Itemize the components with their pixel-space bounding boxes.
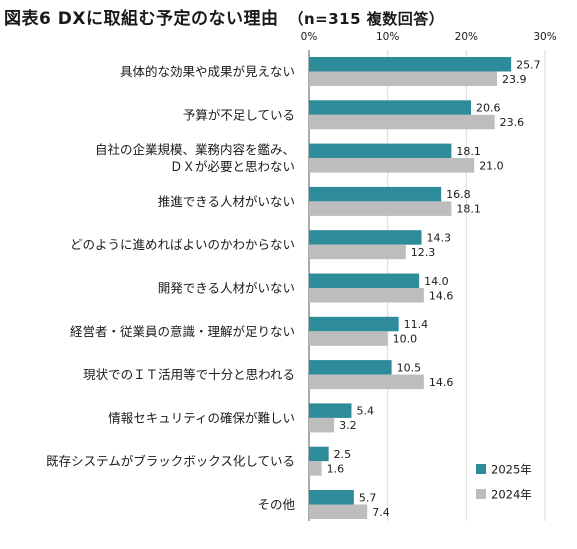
x-tick-label: 0% xyxy=(301,31,318,43)
bar-2024 xyxy=(309,374,424,390)
value-label-2024: 7.4 xyxy=(372,506,390,519)
value-label-2025: 18.1 xyxy=(456,145,481,158)
value-label-2025: 5.7 xyxy=(359,491,377,504)
value-label-2024: 12.3 xyxy=(411,246,436,259)
bar-2025 xyxy=(309,230,422,245)
bar-2025 xyxy=(309,186,442,202)
value-label-2025: 14.0 xyxy=(424,275,449,288)
legend-label: 2025年 xyxy=(491,463,532,477)
legend-swatch xyxy=(476,464,486,474)
category-label: 経営者・従業員の意識・理解が足りない xyxy=(70,324,295,339)
category-label: 具体的な効果や成果が見えない xyxy=(120,64,295,79)
category-label: 推進できる人材がいない xyxy=(158,194,295,209)
legend-label: 2024年 xyxy=(491,488,532,502)
bar-2024 xyxy=(309,417,335,433)
x-tick-label: 20% xyxy=(455,31,478,43)
x-tick-label: 10% xyxy=(376,31,399,43)
value-label-2024: 23.6 xyxy=(500,116,525,129)
bar-2024 xyxy=(309,504,368,519)
value-label-2025: 25.7 xyxy=(516,58,541,71)
value-label-2024: 10.0 xyxy=(393,333,418,346)
category-label: 開発できる人材がいない xyxy=(158,281,295,296)
bar-2025 xyxy=(309,273,420,288)
bar-2025 xyxy=(309,360,392,375)
value-label-2024: 1.6 xyxy=(327,462,345,475)
bar-2025 xyxy=(309,403,352,418)
x-tick-label: 30% xyxy=(533,31,556,43)
category-label: 既存システムがブラックボックス化している xyxy=(46,454,295,469)
bar-2024 xyxy=(309,71,498,86)
bar-2024 xyxy=(309,461,322,476)
value-label-2024: 14.6 xyxy=(429,289,454,302)
bar-2024 xyxy=(309,158,475,173)
bar-2025 xyxy=(309,446,329,462)
chart-title: 図表6 DXに取組む予定のない理由 （n=315 複数回答） xyxy=(4,4,444,29)
chart-title-text: 図表6 DXに取組む予定のない理由 xyxy=(4,9,279,29)
value-label-2025: 5.4 xyxy=(356,405,374,418)
value-label-2024: 23.9 xyxy=(502,73,526,86)
bar-2025 xyxy=(309,316,399,332)
category-label: 現状でのＩＴ活用等で十分と思われる xyxy=(83,367,295,382)
category-label: その他 xyxy=(257,497,295,512)
bar-2024 xyxy=(309,201,452,216)
category-label-line: ＤＸが必要と思わない xyxy=(170,159,295,174)
value-label-2024: 21.0 xyxy=(479,159,504,172)
category-label: 予算が不足している xyxy=(183,107,295,122)
bar-2025 xyxy=(309,490,354,505)
value-label-2025: 11.4 xyxy=(404,318,429,331)
legend-swatch xyxy=(476,489,486,499)
value-label-2025: 14.3 xyxy=(426,231,451,244)
bar-2025 xyxy=(309,57,512,72)
value-label-2025: 20.6 xyxy=(476,102,501,115)
value-label-2025: 16.8 xyxy=(446,188,471,201)
category-label-line: 自社の企業規模、業務内容を鑑み、 xyxy=(95,142,295,157)
bar-2024 xyxy=(309,331,388,346)
category-label: 情報セキュリティの確保が難しい xyxy=(108,410,295,425)
value-label-2025: 2.5 xyxy=(334,448,352,461)
bar-2024 xyxy=(309,244,406,260)
value-label-2025: 10.5 xyxy=(397,361,422,374)
category-label: どのように進めればよいのかわからない xyxy=(70,237,295,252)
bar-2025 xyxy=(309,100,472,115)
value-label-2024: 18.1 xyxy=(456,203,481,216)
value-label-2024: 14.6 xyxy=(429,376,454,389)
category-label: 自社の企業規模、業務内容を鑑み、 ＤＸが必要と思わない xyxy=(95,142,295,174)
chart-subtitle: （n=315 複数回答） xyxy=(288,10,445,28)
bar-2024 xyxy=(309,288,424,303)
bar-2024 xyxy=(309,114,495,130)
bar-2025 xyxy=(309,143,452,159)
value-label-2024: 3.2 xyxy=(339,419,357,432)
